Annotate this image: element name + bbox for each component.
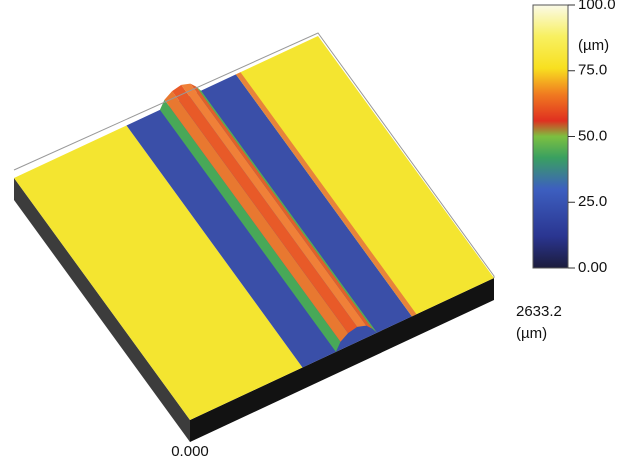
colorbar-tick-label: 100.0 [578,0,616,13]
page: 0.0025.050.075.0100.0 (µm) 0.000 2633.2 … [0,0,643,462]
end-label: 2633.2 [516,303,562,320]
surface-render [14,33,494,442]
origin-label: 0.000 [171,443,209,460]
colorbar-tick-label: 75.0 [578,62,607,79]
figure: 0.0025.050.075.0100.0 (µm) 0.000 2633.2 … [0,0,643,462]
end-unit: (µm) [516,325,547,342]
colorbar-tick-label: 50.0 [578,127,607,144]
colorbar-unit: (µm) [578,37,609,54]
colorbar [533,5,568,268]
colorbar-tick-label: 25.0 [578,193,607,210]
colorbar-tick-label: 0.00 [578,259,607,276]
